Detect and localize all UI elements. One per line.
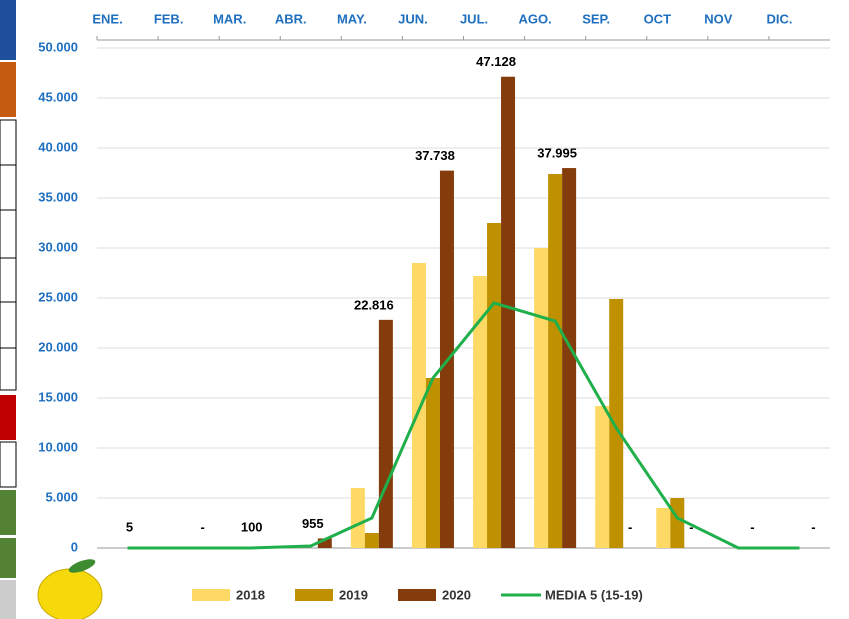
x-tick-label: SEP. xyxy=(582,11,610,26)
data-label: - xyxy=(200,519,204,534)
legend-swatch xyxy=(295,589,333,601)
x-tick-label: ENE. xyxy=(92,11,122,26)
legend-label: MEDIA 5 (15-19) xyxy=(545,587,643,602)
bar xyxy=(364,533,379,548)
bar xyxy=(473,276,488,548)
y-tick-label: 35.000 xyxy=(38,189,78,204)
line-series xyxy=(127,301,800,550)
y-tick-label: 10.000 xyxy=(38,439,78,454)
x-tick-label: MAY. xyxy=(337,11,367,26)
bar xyxy=(562,168,577,549)
y-tick-label: 15.000 xyxy=(38,389,78,404)
bar xyxy=(595,406,610,548)
x-tick-label: JUL. xyxy=(460,11,488,26)
data-label: 37.995 xyxy=(537,145,577,160)
bar xyxy=(656,508,671,548)
legend-label: 2018 xyxy=(236,587,265,602)
lemon-icon xyxy=(37,559,103,619)
bar xyxy=(534,248,549,548)
legend-swatch xyxy=(398,589,436,601)
y-tick-label: 50.000 xyxy=(38,39,78,54)
x-tick-label: OCT xyxy=(644,11,672,26)
x-tick-label: FEB. xyxy=(154,11,184,26)
x-tick-label: ABR. xyxy=(275,11,307,26)
x-tick-label: AGO. xyxy=(519,11,552,26)
bar xyxy=(378,319,393,548)
legend-swatch xyxy=(192,589,230,601)
data-label: 47.128 xyxy=(476,54,516,69)
x-tick-label: MAR. xyxy=(213,11,246,26)
data-label: - xyxy=(750,519,754,534)
data-label: - xyxy=(811,519,815,534)
y-tick-label: 5.000 xyxy=(45,489,78,504)
bar xyxy=(350,488,365,548)
bar xyxy=(425,378,440,548)
data-label: - xyxy=(689,519,693,534)
y-tick-label: 0 xyxy=(71,539,78,554)
data-label: 5 xyxy=(126,519,133,534)
legend-label: 2020 xyxy=(442,587,471,602)
bar xyxy=(487,223,502,548)
y-tick-label: 30.000 xyxy=(38,239,78,254)
x-tick-label: NOV xyxy=(704,11,733,26)
y-tick-label: 20.000 xyxy=(38,339,78,354)
bar xyxy=(501,76,516,548)
y-tick-label: 25.000 xyxy=(38,289,78,304)
legend-label: 2019 xyxy=(339,587,368,602)
data-label: - xyxy=(628,519,632,534)
side-panel xyxy=(0,0,17,619)
x-tick-label: DIC. xyxy=(766,11,792,26)
bar xyxy=(411,263,426,548)
y-tick-label: 40.000 xyxy=(38,139,78,154)
data-label: 955 xyxy=(302,516,324,531)
bar xyxy=(670,498,685,548)
data-label: 100 xyxy=(241,519,263,534)
x-tick-label: JUN. xyxy=(398,11,428,26)
bar xyxy=(609,299,624,548)
data-label: 37.738 xyxy=(415,148,455,163)
y-tick-label: 45.000 xyxy=(38,89,78,104)
bar xyxy=(317,538,332,548)
data-label: 22.816 xyxy=(354,297,394,312)
bar xyxy=(548,174,563,548)
